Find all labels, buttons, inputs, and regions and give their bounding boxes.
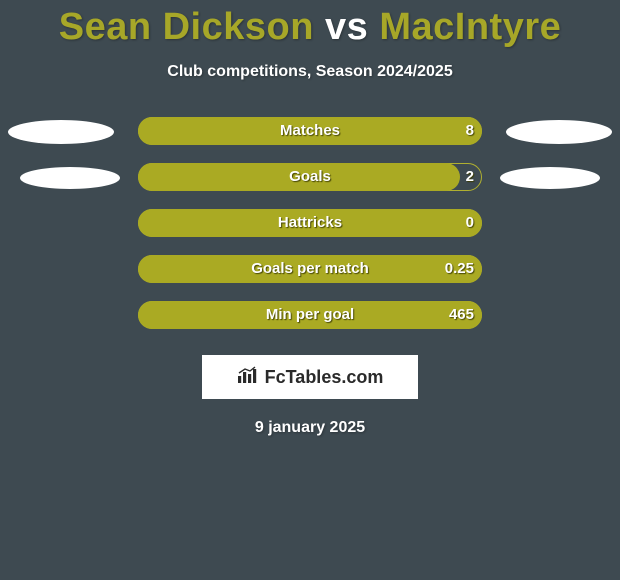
ellipse-decoration-left: [8, 120, 114, 144]
stat-label: Min per goal: [138, 301, 482, 329]
stat-row: Hattricks0: [0, 209, 620, 255]
stat-label: Goals: [138, 163, 482, 191]
comparison-title: Sean Dickson vs MacIntyre: [0, 0, 620, 49]
stat-rows: Matches8Goals2Hattricks0Goals per match0…: [0, 117, 620, 347]
brand: FcTables.com: [237, 366, 384, 389]
stat-label: Hattricks: [138, 209, 482, 237]
brand-text: FcTables.com: [265, 367, 384, 388]
chart-icon: [237, 366, 259, 389]
stat-row: Matches8: [0, 117, 620, 163]
stat-value: 0.25: [445, 255, 474, 283]
ellipse-decoration-left: [20, 167, 120, 189]
stat-value: 0: [466, 209, 474, 237]
stat-value: 8: [466, 117, 474, 145]
stat-row: Goals2: [0, 163, 620, 209]
stat-value: 2: [466, 163, 474, 191]
ellipse-decoration-right: [500, 167, 600, 189]
stat-row: Min per goal465: [0, 301, 620, 347]
ellipse-decoration-right: [506, 120, 612, 144]
date-line: 9 january 2025: [0, 419, 620, 437]
player1-name: Sean Dickson: [59, 6, 314, 48]
stat-label: Matches: [138, 117, 482, 145]
stat-label: Goals per match: [138, 255, 482, 283]
subtitle: Club competitions, Season 2024/2025: [0, 63, 620, 81]
brand-box: FcTables.com: [202, 355, 418, 399]
vs-separator: vs: [325, 6, 368, 48]
player2-name: MacIntyre: [379, 6, 561, 48]
stat-value: 465: [449, 301, 474, 329]
stat-row: Goals per match0.25: [0, 255, 620, 301]
